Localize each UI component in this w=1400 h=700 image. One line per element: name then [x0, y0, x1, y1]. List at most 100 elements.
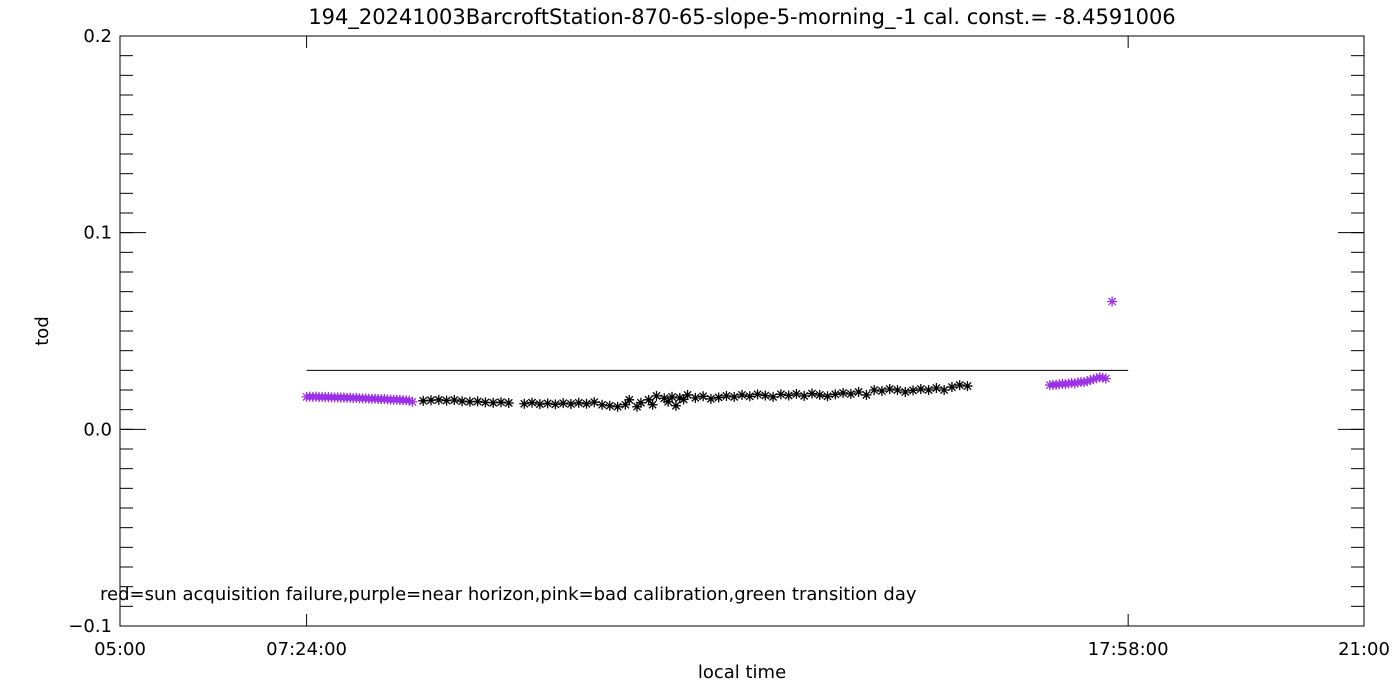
- data-point: [449, 395, 460, 406]
- data-point: [1091, 373, 1102, 384]
- data-point: [822, 391, 833, 402]
- data-point: [1100, 373, 1111, 384]
- data-point: [799, 390, 810, 401]
- data-point: [1079, 377, 1090, 388]
- data-point: [581, 398, 592, 409]
- data-point: [632, 401, 643, 412]
- data-point: [729, 391, 740, 402]
- y-tick-label: 0.2: [83, 26, 112, 47]
- data-point: [651, 390, 662, 401]
- tick-labels: −0.1 0.0 0.1 0.2 05:00 07:24:00 17:58:00 21:00: [68, 26, 1390, 660]
- data-point: [845, 388, 856, 399]
- data-point: [643, 394, 654, 405]
- data-point: [519, 398, 530, 409]
- x-axis-label: local time: [698, 662, 786, 683]
- tick-marks: [119, 35, 1365, 627]
- data-point: [721, 390, 732, 401]
- y-tick-label: 0.0: [83, 419, 112, 440]
- data-point: [1069, 378, 1080, 389]
- y-axis-label: tod: [32, 316, 53, 346]
- data-point: [534, 399, 545, 410]
- data-point: [908, 385, 919, 396]
- data-point: [472, 396, 483, 407]
- data-point: [433, 394, 444, 405]
- x-tick-label: 21:00: [1338, 639, 1390, 660]
- data-point: [674, 392, 685, 403]
- data-point: [488, 397, 499, 408]
- chart-title: 194_20241003BarcroftStation-870-65-slope…: [308, 5, 1175, 30]
- data-point: [659, 393, 670, 404]
- data-point: [647, 399, 658, 410]
- data-point: [838, 387, 849, 398]
- data-point: [635, 397, 646, 408]
- data-point: [900, 386, 911, 397]
- data-point: [915, 384, 926, 395]
- legend-note: red=sun acquisition failure,purple=near …: [100, 584, 917, 605]
- data-point: [663, 396, 674, 407]
- data-point: [542, 398, 553, 409]
- data-point: [830, 389, 841, 400]
- data-point: [550, 399, 561, 410]
- data-point: [869, 385, 880, 395]
- data-point: [768, 391, 779, 402]
- data-point: [884, 384, 895, 395]
- data-point: [604, 400, 615, 411]
- data-point: [705, 393, 716, 404]
- data-point: [464, 396, 475, 407]
- data-point: [861, 389, 872, 400]
- data-point: [690, 392, 701, 403]
- data-point: [760, 390, 771, 401]
- data-point: [954, 380, 965, 391]
- data-point: [480, 397, 491, 408]
- data-point: [441, 395, 452, 406]
- data-point: [853, 386, 864, 397]
- data-point: [678, 394, 689, 405]
- data-point: [503, 397, 514, 408]
- data-point: [931, 383, 942, 394]
- data-point: [775, 389, 786, 400]
- x-tick-label: 07:24:00: [266, 639, 347, 660]
- data-point: [667, 391, 678, 402]
- y-tick-label: −0.1: [68, 616, 112, 637]
- data-point: [527, 397, 538, 408]
- data-point: [612, 401, 623, 412]
- data-point: [573, 397, 584, 408]
- data-point: [791, 388, 802, 399]
- data-point: [962, 381, 973, 392]
- x-tick-label: 17:58:00: [1088, 639, 1169, 660]
- data-point: [814, 389, 825, 400]
- data-point: [783, 390, 794, 401]
- data-point: [426, 395, 436, 406]
- data-point: [806, 388, 817, 399]
- data-point: [1085, 375, 1096, 386]
- data-point: [698, 391, 709, 402]
- data-point: [589, 397, 600, 408]
- data-point: [682, 389, 693, 400]
- data-point: [939, 385, 950, 395]
- data-point: [892, 385, 903, 395]
- data-point: [923, 385, 934, 395]
- data-point: [670, 400, 681, 411]
- data-point: [752, 389, 763, 400]
- data-point: [876, 385, 887, 396]
- data-point: [495, 397, 506, 408]
- data-point: [565, 398, 576, 409]
- data-point: [713, 392, 724, 403]
- data-point: [620, 399, 631, 410]
- x-tick-label: 05:00: [94, 639, 146, 660]
- data-point: [407, 396, 418, 407]
- data-point: [624, 394, 635, 405]
- data-point: [1088, 374, 1099, 385]
- plot-frame: [119, 35, 1365, 627]
- data-point: [1082, 376, 1093, 387]
- data-point: [597, 399, 608, 410]
- data-point: [404, 395, 415, 406]
- data-point: [457, 396, 468, 407]
- data-point: [946, 382, 957, 393]
- data-point: [737, 389, 747, 400]
- data-points: [301, 296, 1118, 412]
- data-point: [744, 391, 755, 402]
- data-point: [1097, 372, 1108, 383]
- data-point: [418, 395, 429, 406]
